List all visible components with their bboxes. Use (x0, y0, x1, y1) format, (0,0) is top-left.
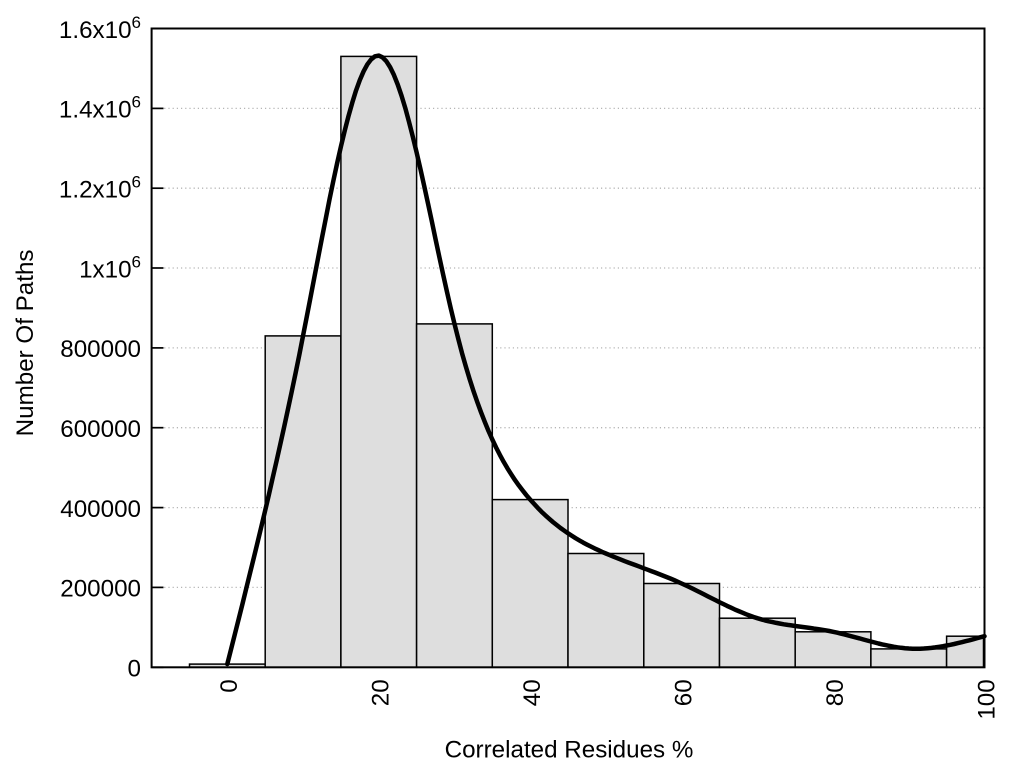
svg-text:80: 80 (822, 679, 849, 706)
svg-text:0: 0 (216, 679, 243, 692)
svg-text:600000: 600000 (60, 416, 141, 443)
svg-text:Number Of Paths: Number Of Paths (12, 249, 39, 436)
svg-text:1.4x106: 1.4x106 (59, 93, 141, 124)
svg-text:200000: 200000 (60, 576, 141, 603)
svg-text:Correlated Residues %: Correlated Residues % (445, 736, 694, 763)
svg-text:800000: 800000 (60, 336, 141, 363)
svg-text:1.6x106: 1.6x106 (59, 13, 141, 44)
svg-text:60: 60 (671, 679, 698, 706)
svg-text:40: 40 (519, 679, 546, 706)
svg-text:20: 20 (368, 679, 395, 706)
svg-text:100: 100 (973, 679, 1000, 719)
svg-text:1.2x106: 1.2x106 (59, 173, 141, 204)
svg-text:1x106: 1x106 (79, 252, 141, 283)
svg-text:0: 0 (128, 656, 141, 683)
svg-text:400000: 400000 (60, 496, 141, 523)
